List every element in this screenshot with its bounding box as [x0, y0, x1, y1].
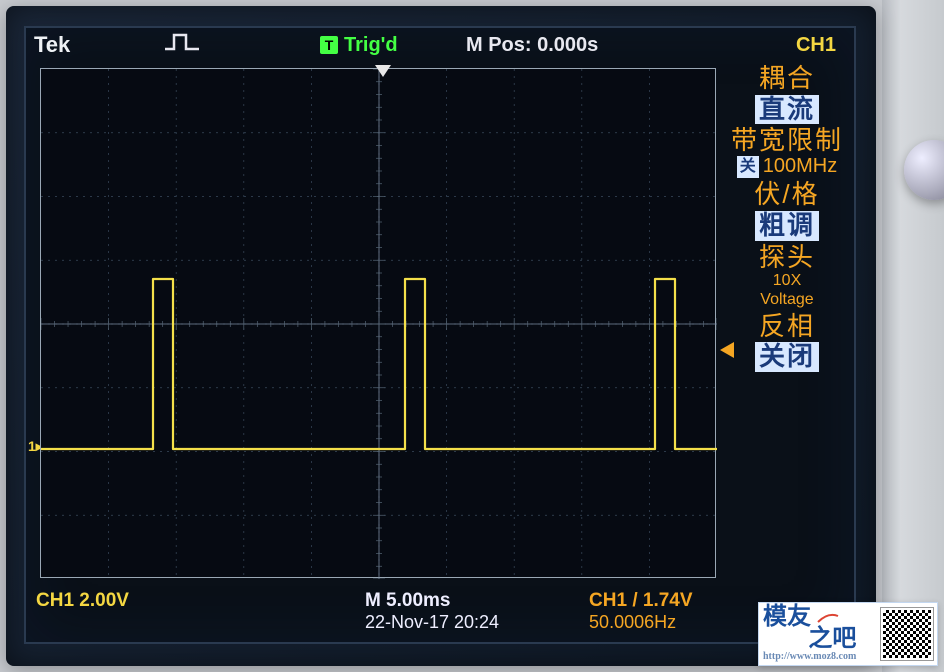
ch1-scale-readout: CH1 2.00V — [36, 590, 129, 612]
trigger-indicator-box: T — [320, 36, 338, 54]
menu-volts-div[interactable]: 伏/格 粗调 — [724, 180, 850, 240]
menu-bw-limit[interactable]: 带宽限制 关 100MHz — [724, 126, 850, 178]
rotary-knob[interactable] — [904, 140, 944, 200]
side-menu: 耦合 直流 带宽限制 关 100MHz 伏/格 粗调 探头 10X — [724, 64, 850, 372]
bw-limit-checkbox: 关 — [737, 156, 759, 178]
qr-code — [881, 608, 933, 660]
brand-logo: Tek — [34, 32, 124, 58]
device-side-panel — [882, 0, 944, 672]
m-position-readout: M Pos: 0.000s — [466, 34, 598, 57]
trigger-position-marker — [375, 65, 391, 77]
menu-coupling[interactable]: 耦合 直流 — [724, 64, 850, 124]
watermark: 模友 之吧 http://www.moz8.com — [758, 602, 938, 666]
menu-invert[interactable]: 反相 关闭 — [724, 312, 850, 372]
trigger-level-readout: CH1 / 1.74V — [589, 590, 693, 612]
main-display-area: 1▸ 耦合 直流 带宽限制 关 100MHz — [26, 62, 854, 592]
pulse-icon — [164, 31, 200, 59]
bottom-readout-bar: CH1 2.00V M 5.00ms 22-Nov-17 20:24 CH1 /… — [26, 590, 854, 638]
frequency-readout: 50.0006Hz — [589, 612, 693, 633]
trigger-status: Trig'd — [344, 34, 398, 57]
waveform-graticule — [40, 68, 716, 578]
datetime-readout: 22-Nov-17 20:24 — [365, 612, 499, 633]
top-status-bar: Tek T Trig'd M Pos: 0.000s CH1 — [26, 28, 854, 62]
oscilloscope-screen: Tek T Trig'd M Pos: 0.000s CH1 1▸ — [24, 26, 856, 644]
active-channel-indicator: CH1 — [796, 34, 836, 57]
timebase-readout: M 5.00ms — [365, 590, 499, 612]
menu-probe[interactable]: 探头 10X Voltage — [724, 243, 850, 310]
screen-bezel: Tek T Trig'd M Pos: 0.000s CH1 1▸ — [6, 6, 876, 666]
